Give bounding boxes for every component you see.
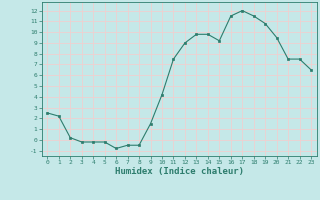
- X-axis label: Humidex (Indice chaleur): Humidex (Indice chaleur): [115, 167, 244, 176]
